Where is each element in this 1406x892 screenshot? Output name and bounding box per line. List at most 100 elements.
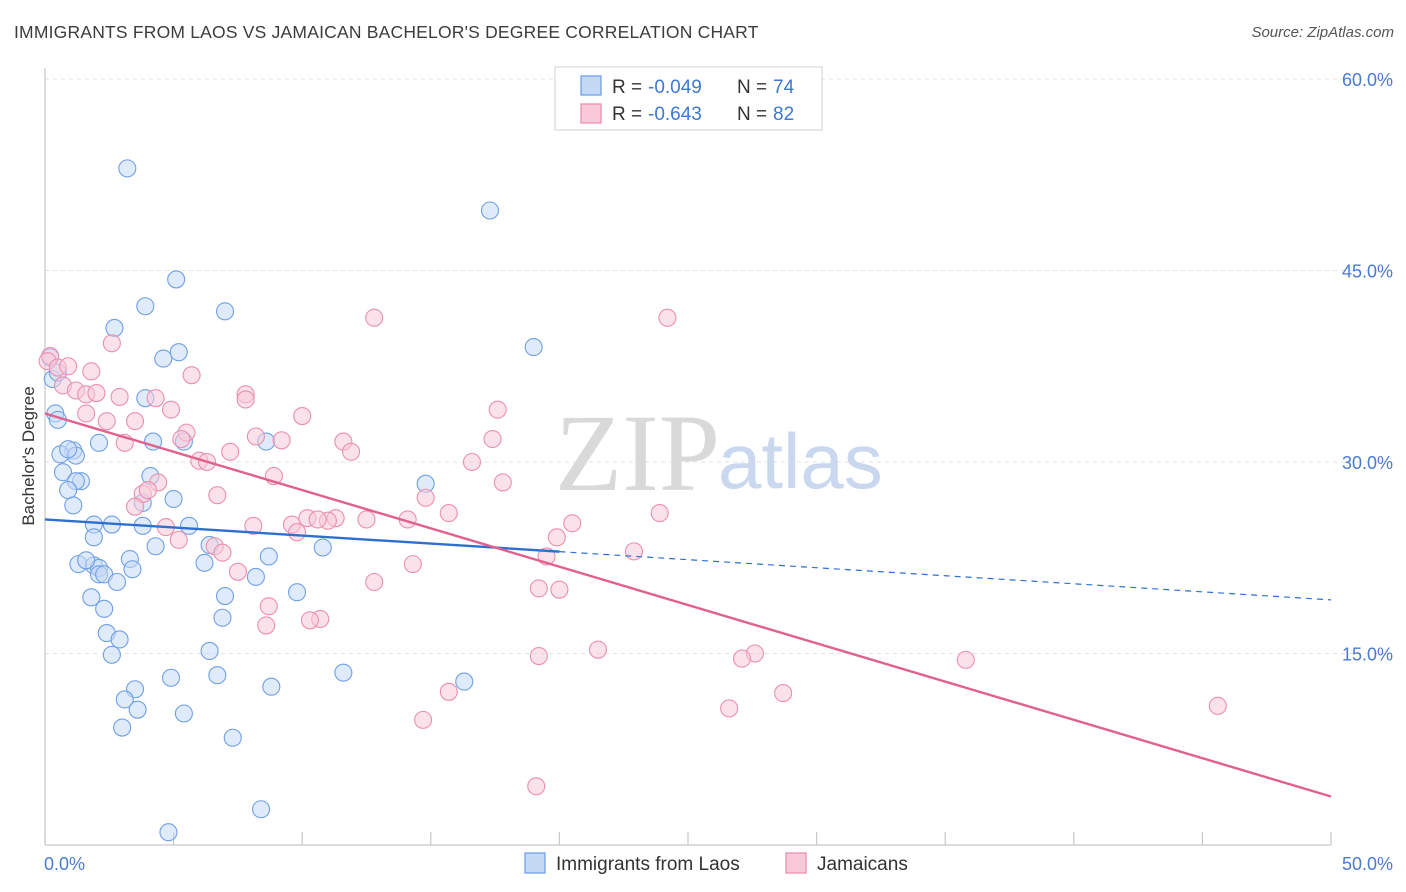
point-laos [167, 270, 186, 289]
point-laos [259, 547, 278, 566]
point-jamaicans [161, 400, 181, 419]
y-tick-label: 60.0% [1342, 70, 1393, 90]
legend-r-label-laos: R = [612, 77, 642, 98]
point-jamaicans [439, 504, 458, 523]
point-jamaicans [439, 682, 458, 701]
point-jamaicans [208, 486, 227, 505]
point-jamaicans [97, 412, 116, 431]
point-laos [313, 538, 332, 557]
point-jamaicans [624, 542, 644, 561]
point-laos [164, 489, 183, 509]
point-jamaicans [774, 684, 793, 703]
legend: R = -0.049 N = 74 R = -0.643 N = 82 [554, 66, 823, 131]
point-laos [334, 663, 353, 682]
point-jamaicans [483, 429, 502, 449]
point-jamaicans [138, 481, 157, 500]
point-jamaicans [658, 308, 677, 327]
point-jamaicans [732, 649, 752, 668]
point-jamaicans [563, 514, 582, 533]
legend-n-label-laos: N = [737, 77, 767, 98]
point-jamaicans [77, 404, 96, 423]
legend-r-value-jamaicans: -0.643 [648, 104, 702, 125]
y-tick-label: 30.0% [1342, 453, 1393, 473]
point-laos [95, 599, 114, 618]
point-laos [84, 528, 103, 547]
point-laos [246, 567, 265, 586]
point-jamaicans [213, 543, 232, 562]
point-jamaicans [125, 412, 145, 431]
point-laos [107, 572, 127, 592]
point-jamaicans [416, 488, 435, 507]
point-laos [136, 297, 155, 316]
point-laos [64, 496, 83, 515]
point-jamaicans [588, 640, 608, 659]
point-jamaicans [102, 334, 121, 353]
point-jamaicans [403, 555, 422, 574]
point-jamaicans [650, 504, 669, 523]
point-jamaicans [110, 387, 129, 406]
y-tick-label: 15.0% [1342, 645, 1393, 665]
point-jamaicans [956, 650, 975, 669]
point-laos [195, 553, 214, 572]
point-jamaicans [529, 579, 548, 598]
x-tick-label: 0.0% [44, 854, 85, 874]
point-jamaicans [272, 431, 291, 450]
point-jamaicans [236, 390, 255, 409]
axes [44, 68, 1332, 846]
point-laos [89, 433, 109, 452]
point-jamaicans [221, 442, 240, 461]
trend-line-jamaicans [44, 412, 1332, 798]
point-laos [455, 672, 474, 691]
point-jamaicans [365, 572, 384, 592]
watermark-zip: ZIP [555, 392, 720, 514]
point-jamaicans [259, 597, 278, 616]
point-jamaicans [125, 497, 145, 516]
point-laos [154, 349, 173, 368]
point-jamaicans [720, 699, 739, 718]
point-jamaicans [462, 452, 482, 472]
point-laos [105, 318, 124, 338]
point-jamaicans [288, 523, 307, 542]
bottom-legend-swatch-jamaicans [785, 852, 807, 874]
legend-r-value-laos: -0.049 [648, 77, 702, 98]
legend-n-value-laos: 74 [773, 77, 795, 98]
point-laos [59, 440, 78, 459]
y-axis-label: Bachelor's Degree [19, 386, 38, 525]
point-laos [480, 201, 500, 220]
point-jamaicans [293, 406, 312, 426]
bottom-legend-label-jamaicans: Jamaicans [817, 854, 908, 875]
point-jamaicans [1208, 696, 1227, 715]
y-tick-label: 45.0% [1342, 262, 1393, 282]
chart-title: IMMIGRANTS FROM LAOS VS JAMAICAN BACHELO… [14, 22, 759, 42]
y-tick-labels: 15.0% 30.0% 45.0% 60.0% [1342, 70, 1393, 665]
point-jamaicans [357, 510, 376, 529]
point-laos [115, 690, 134, 709]
point-jamaicans [488, 400, 507, 419]
point-jamaicans [365, 308, 384, 327]
trend-line-laos-dashed [559, 551, 1332, 601]
legend-n-value-jamaicans: 82 [773, 104, 794, 125]
bottom-legend-label-laos: Immigrants from Laos [556, 854, 740, 875]
trend-line-laos [44, 518, 560, 553]
point-laos [200, 641, 219, 660]
series-laos-points [41, 159, 543, 842]
legend-r-label-jamaicans: R = [612, 104, 642, 125]
point-laos [174, 704, 193, 723]
watermark: ZIP atlas [555, 392, 883, 514]
point-jamaicans [82, 362, 101, 381]
point-laos [59, 481, 78, 500]
grid-lines [45, 78, 1392, 654]
point-laos [524, 338, 543, 357]
point-jamaicans [527, 777, 546, 796]
legend-n-label-jamaicans: N = [737, 104, 767, 125]
point-jamaicans [146, 389, 165, 408]
point-laos [53, 463, 73, 482]
point-laos [169, 343, 188, 362]
point-laos [251, 800, 271, 819]
point-laos [161, 668, 181, 687]
point-jamaicans [257, 616, 276, 635]
point-laos [208, 666, 227, 685]
bottom-legend-swatch-laos [524, 852, 546, 874]
point-laos [128, 700, 147, 719]
point-jamaicans [172, 429, 191, 449]
